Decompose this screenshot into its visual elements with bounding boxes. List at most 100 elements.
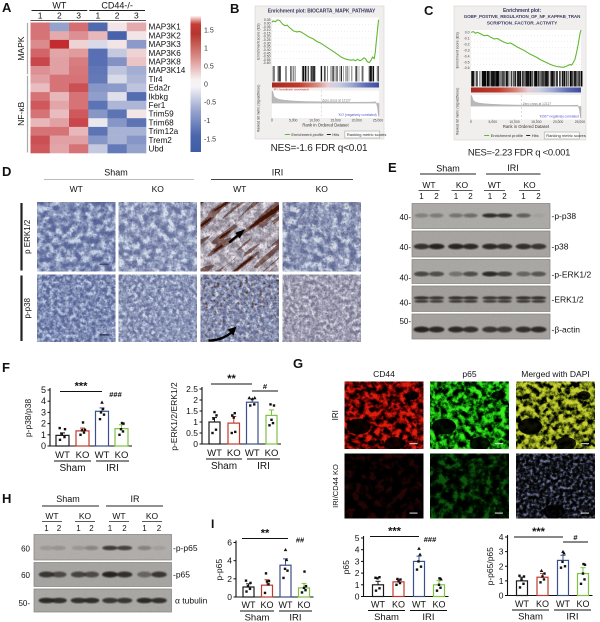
svg-text:20,000: 20,000 [352,119,362,123]
svg-text:MAP3K3: MAP3K3 [149,40,182,49]
svg-text:***: *** [75,381,89,393]
svg-text:2: 2 [89,524,94,533]
svg-text:1: 1 [454,192,459,201]
svg-text:40-: 40- [399,243,411,252]
svg-text:Enrichment plot:: Enrichment plot: [503,8,542,14]
svg-text:0.0: 0.0 [465,31,470,35]
svg-text:KO: KO [536,599,549,609]
svg-text:1: 1 [41,430,46,440]
svg-text:Enrichment profile: Enrichment profile [291,132,324,137]
svg-text:'KO' (negatively correlated): 'KO' (negatively correlated) [338,113,376,117]
svg-text:2: 2 [193,395,198,405]
svg-text:Sham: Sham [374,612,399,622]
svg-text:p65: p65 [341,560,351,574]
svg-text:I: I [211,517,214,531]
svg-text:WT: WT [422,180,435,190]
svg-text:-p38: -p38 [552,242,569,252]
svg-text:2: 2 [502,192,507,201]
svg-text:###: ### [424,535,437,544]
svg-text:50-: 50- [399,317,411,326]
svg-text:0: 0 [355,592,360,602]
svg-text:IRI: IRI [422,612,434,622]
svg-text:KO: KO [456,180,469,190]
svg-text:p-p38: p-p38 [23,297,32,318]
svg-text:2: 2 [355,568,360,578]
svg-text:50-: 50- [18,599,30,608]
svg-text:10,000: 10,000 [309,119,319,123]
svg-text:IRI: IRI [106,463,119,474]
svg-text:15,000: 15,000 [531,120,541,124]
svg-text:GOBP_POSTIVE_REGULATION_OF_NF_: GOBP_POSTIVE_REGULATION_OF_NF_KAPPAB_TRA… [464,14,581,19]
svg-text:Hits: Hits [332,132,339,137]
svg-text:KO: KO [260,600,273,610]
svg-text:2: 2 [122,524,127,533]
svg-text:-0.35: -0.35 [263,45,271,49]
svg-text:#: # [573,533,578,542]
svg-text:KO: KO [227,448,241,459]
svg-text:NF-κB: NF-κB [16,101,26,125]
svg-text:40-: 40- [399,299,411,308]
svg-text:IRI/CD44 KO: IRI/CD44 KO [331,464,340,508]
svg-text:2: 2 [115,11,120,21]
svg-text:3: 3 [355,556,360,566]
svg-text:Fer1: Fer1 [149,101,166,110]
svg-text:-0.40: -0.40 [263,48,271,52]
svg-text:10,000: 10,000 [509,120,519,124]
svg-text:2: 2 [157,524,162,533]
svg-text:Enrichment plot: BIOCARTA_MAPK: Enrichment plot: BIOCARTA_MAPK_PATHWAY [268,9,376,15]
svg-text:CD44-/-: CD44-/- [101,1,133,11]
svg-text:1: 1 [96,11,101,21]
svg-text:Rank in Ordered Dataset: Rank in Ordered Dataset [503,124,550,129]
svg-text:4: 4 [41,396,46,406]
svg-text:###: ### [109,390,122,399]
svg-text:-p65: -p65 [173,570,190,580]
svg-text:KO: KO [265,448,279,459]
svg-text:NES=-2.23 FDR q <0.001: NES=-2.23 FDR q <0.001 [468,148,570,159]
svg-text:-ERK1/2: -ERK1/2 [552,295,584,305]
svg-text:Sham: Sham [56,494,80,504]
svg-text:WT: WT [412,600,426,610]
svg-text:WT: WT [70,184,83,194]
svg-text:3: 3 [76,11,81,21]
svg-text:25,000: 25,000 [575,120,585,124]
svg-text:0: 0 [204,82,208,89]
svg-text:1.5: 1.5 [204,28,214,35]
svg-text:2.5: 2.5 [186,384,198,394]
svg-text:Ubd: Ubd [149,144,164,153]
svg-text:Trim68: Trim68 [149,118,175,127]
svg-text:1: 1 [193,417,198,427]
svg-text:KO: KO [115,450,129,461]
svg-text:F: F [2,360,10,375]
svg-text:WT: WT [245,448,260,459]
svg-text:WT: WT [371,600,385,610]
svg-text:1: 1 [204,46,208,53]
svg-text:KO: KO [392,600,405,610]
svg-text:1: 1 [355,580,360,590]
svg-text:1: 1 [44,524,49,533]
svg-text:-0.4: -0.4 [464,54,470,58]
svg-text:2: 2 [468,192,473,201]
svg-text:Trim59: Trim59 [149,110,175,119]
svg-text:Ikbkg: Ikbkg [149,92,169,101]
svg-text:2: 2 [227,574,232,584]
svg-text:Sham: Sham [436,164,460,174]
svg-text:Ranked list metric (Signal2Noi: Ranked list metric (Signal2Noise) [456,88,460,135]
svg-text:Sham: Sham [211,461,237,472]
svg-text:-0.5: -0.5 [204,100,216,107]
svg-text:2: 2 [499,561,504,571]
svg-text:-p-p38: -p-p38 [552,211,577,221]
svg-text:0: 0 [499,591,504,601]
svg-text:WT: WT [233,184,246,194]
svg-text:WT: WT [207,448,222,459]
svg-text:IRI: IRI [289,613,301,622]
svg-text:60: 60 [21,571,30,580]
svg-text:1: 1 [142,524,147,533]
svg-text:0.00: 0.00 [264,22,271,26]
svg-text:##: ## [296,536,305,545]
svg-text:WT: WT [488,180,501,190]
svg-text:Sham: Sham [518,612,543,622]
svg-text:-p-p65: -p-p65 [173,543,198,553]
svg-text:3: 3 [41,407,46,417]
svg-text:MAP3K1: MAP3K1 [149,23,182,32]
svg-text:WT: WT [45,511,58,521]
